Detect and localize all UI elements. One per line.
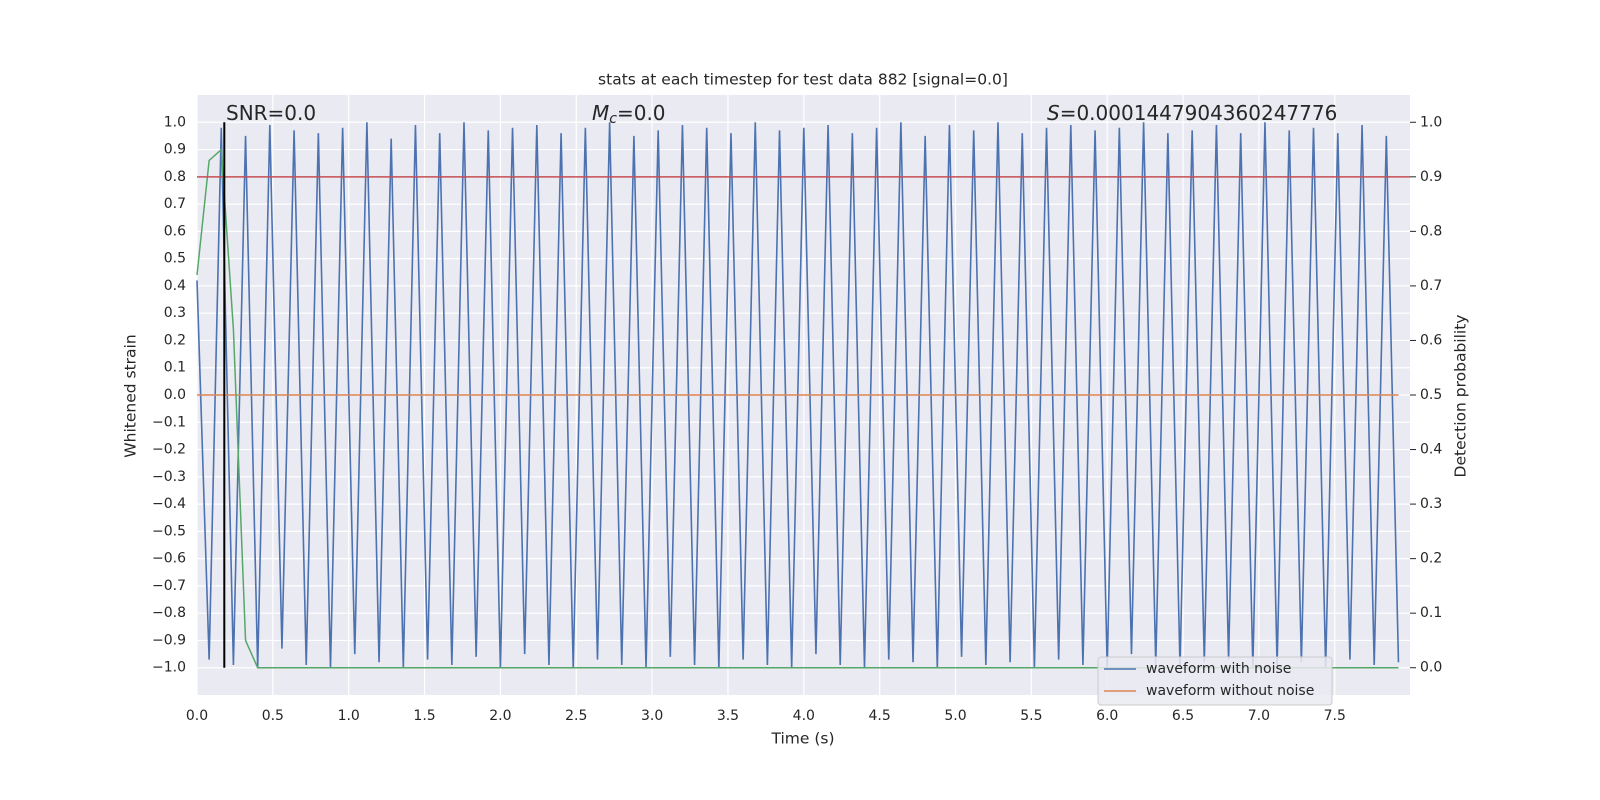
x-tick-label: 4.0 [793,708,815,724]
y-tick-label: 0.2 [164,332,186,348]
y2-tick-label: 0.9 [1420,169,1442,185]
x-tick-label: 0.5 [262,708,284,724]
x-tick-label: 4.5 [869,708,891,724]
y-tick-label: −0.4 [152,496,186,512]
y-tick-label: 0.6 [164,223,186,239]
y-tick-label: 1.0 [164,114,186,130]
legend-label: waveform with noise [1146,661,1291,677]
annotation-text: =0.0 [617,101,666,125]
legend-box [1097,656,1333,706]
x-tick-label: 6.5 [1172,708,1194,724]
legend-label: waveform without noise [1146,683,1314,699]
y-tick-label: −0.7 [152,578,186,594]
x-tick-label: 3.0 [641,708,663,724]
y-tick-label: 0.0 [164,387,186,403]
annotation: S=0.0001447904360247776 [1047,101,1337,125]
y-tick-label: 0.5 [164,251,186,267]
y-tick-label: −1.0 [152,660,186,676]
y-tick-label: −0.1 [152,414,186,430]
x-tick-label: 1.0 [338,708,360,724]
y2-tick-label: 1.0 [1420,114,1442,130]
y-tick-label: −0.5 [152,523,186,539]
x-tick-label: 3.5 [717,708,739,724]
y2-tick-label: 0.4 [1420,442,1442,458]
x-tick-label: 6.0 [1096,708,1118,724]
y-axis-label: Whitened strain [122,334,140,457]
annotation: Mc=0.0 [592,101,666,128]
annotation-symbol: S [1047,101,1060,125]
x-axis-label: Time (s) [770,730,834,748]
x-tick-label: 0.0 [186,708,208,724]
y2-tick-label: 0.6 [1420,332,1442,348]
y-tick-label: 0.3 [164,305,186,321]
annotation-text: =0.0001447904360247776 [1060,101,1338,125]
y-tick-label: 0.9 [164,142,186,158]
y-tick-label: 0.8 [164,169,186,185]
y2-tick-label: 0.5 [1420,387,1442,403]
y-tick-label: −0.2 [152,442,186,458]
y2-tick-label: 0.0 [1420,660,1442,676]
y2-tick-label: 0.7 [1420,278,1442,294]
x-tick-label: 5.0 [944,708,966,724]
annotation: SNR=0.0 [226,101,316,125]
y2-axis-label: Detection probability [1452,315,1470,478]
y-tick-label: −0.3 [152,469,186,485]
y-tick-label: 0.4 [164,278,186,294]
y2-tick-label: 0.2 [1420,551,1442,567]
chart-title: stats at each timestep for test data 882… [598,71,1008,89]
y2-tick-label: 0.1 [1420,605,1442,621]
series-line [196,122,1400,668]
x-tick-label: 2.5 [565,708,587,724]
x-tick-label: 5.5 [1020,708,1042,724]
annotation-symbol: M [592,101,609,125]
y-tick-label: −0.9 [152,632,186,648]
y-tick-label: −0.6 [152,551,186,567]
y-tick-label: 0.7 [164,196,186,212]
x-tick-label: 7.5 [1324,708,1346,724]
annotation-text: SNR=0.0 [226,101,316,125]
y2-tick-label: 0.8 [1420,223,1442,239]
x-tick-label: 1.5 [413,708,435,724]
y-tick-label: 0.1 [164,360,186,376]
y-tick-label: −0.8 [152,605,186,621]
y2-tick-label: 0.3 [1420,496,1442,512]
annotation-subscript: c [609,111,617,127]
x-tick-label: 2.0 [489,708,511,724]
x-tick-label: 7.0 [1248,708,1270,724]
